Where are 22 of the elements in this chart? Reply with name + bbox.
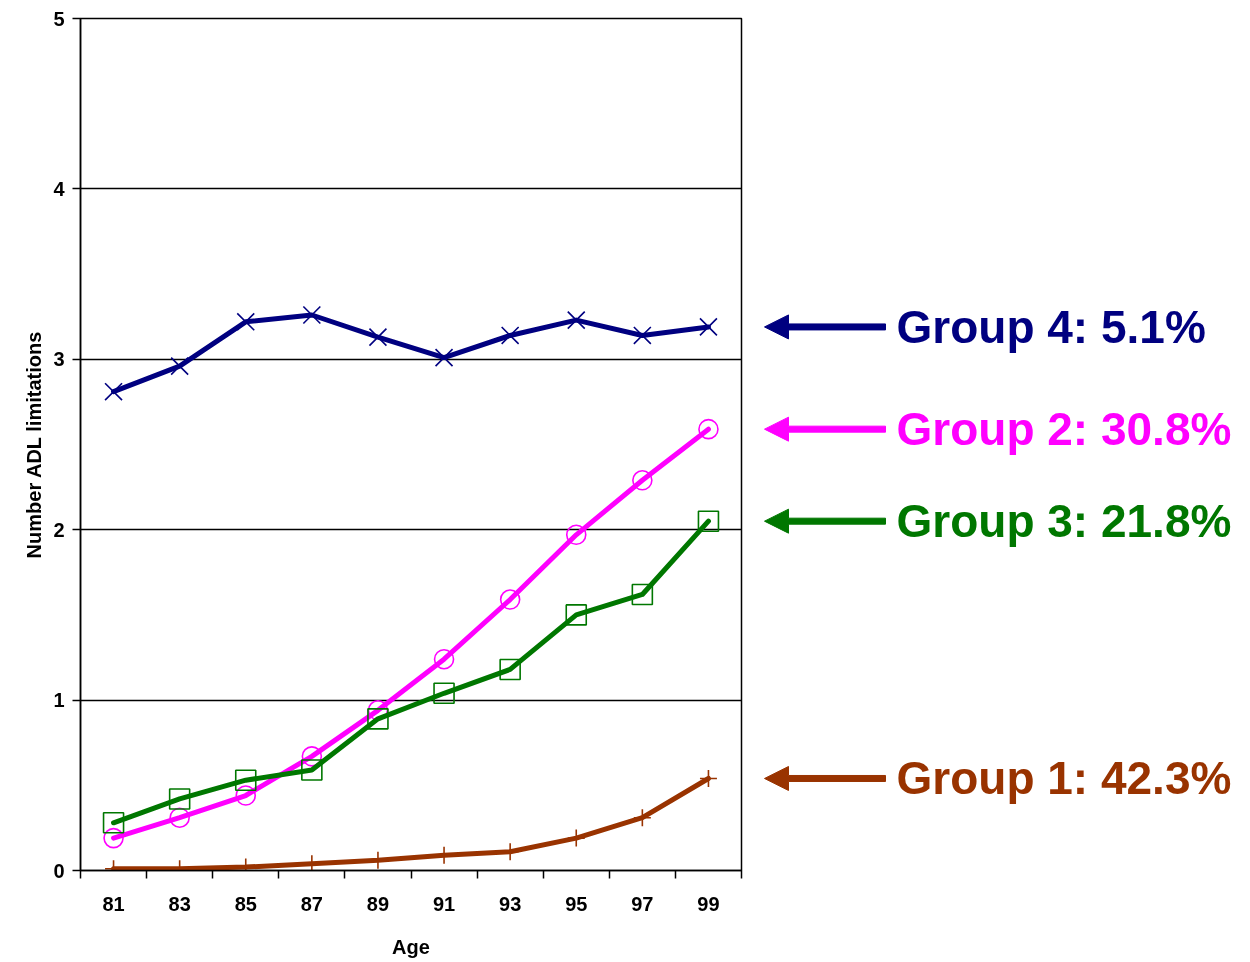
- x-tick-label: 91: [432, 892, 456, 915]
- x-tick-label: 93: [499, 892, 522, 915]
- y-tick-label: 1: [53, 689, 65, 712]
- y-tick-label: 2: [53, 518, 65, 541]
- x-tick-label: 83: [168, 892, 191, 915]
- y-tick-label: 5: [53, 7, 65, 30]
- legend-label: Group 4: 5.1%: [896, 300, 1206, 353]
- legend-label: Group 2: 30.8%: [896, 403, 1232, 456]
- y-tick-label: 0: [53, 859, 65, 882]
- x-axis-title: Age: [392, 935, 430, 958]
- x-tick-label: 81: [102, 892, 125, 915]
- x-tick-label: 89: [366, 892, 390, 915]
- y-tick-label: 4: [53, 177, 66, 200]
- y-tick-label: 3: [53, 348, 65, 371]
- x-tick-label: 97: [631, 892, 654, 915]
- x-tick-label: 87: [300, 892, 323, 915]
- y-axis-title: Number ADL limitations: [23, 331, 46, 559]
- x-tick-label: 85: [234, 892, 257, 915]
- x-tick-label: 95: [565, 892, 588, 915]
- x-tick-label: 99: [697, 892, 720, 915]
- legend-label: Group 3: 21.8%: [896, 495, 1232, 548]
- legend-label: Group 1: 42.3%: [896, 752, 1232, 805]
